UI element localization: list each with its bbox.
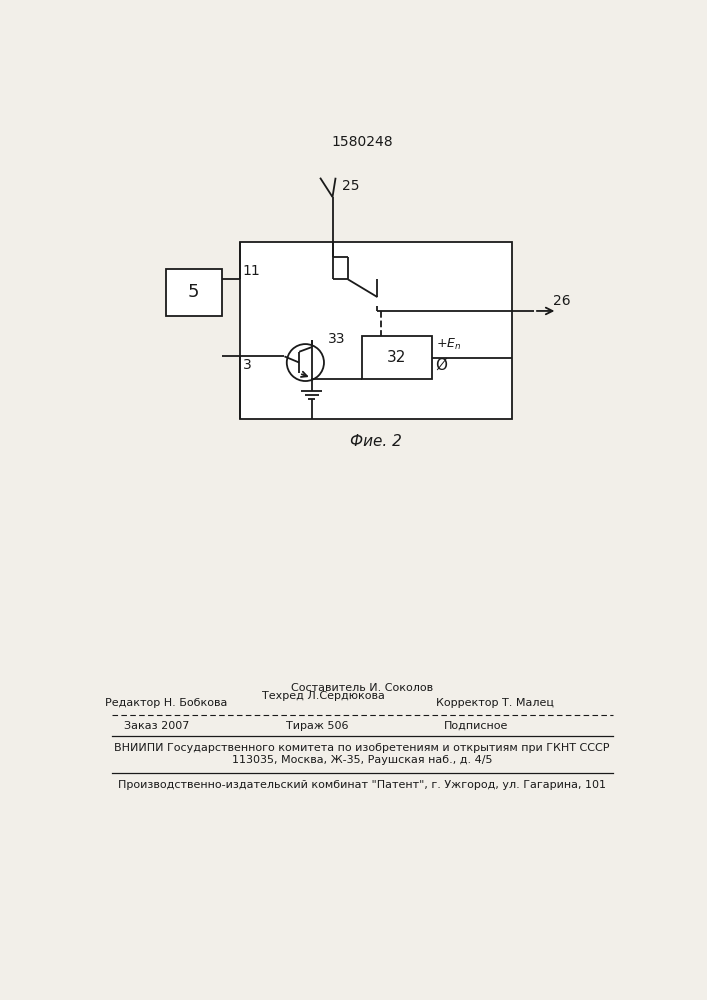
Text: 113035, Москва, Ж-35, Раушская наб., д. 4/5: 113035, Москва, Ж-35, Раушская наб., д. …: [232, 755, 492, 765]
Text: Производственно-издательский комбинат "Патент", г. Ужгород, ул. Гагарина, 101: Производственно-издательский комбинат "П…: [118, 780, 606, 790]
Text: Тираж 506: Тираж 506: [286, 721, 349, 731]
Text: 33: 33: [328, 332, 345, 346]
Text: Техред Л.Сердюкова: Техред Л.Сердюкова: [262, 691, 385, 701]
Text: 32: 32: [387, 350, 407, 365]
Text: 1580248: 1580248: [331, 135, 393, 149]
Text: Ø: Ø: [436, 357, 448, 372]
Text: +$E_n$: +$E_n$: [436, 337, 461, 352]
Text: 26: 26: [553, 294, 571, 308]
Text: 3: 3: [243, 358, 252, 372]
Text: Редактор Н. Бобкова: Редактор Н. Бобкова: [105, 698, 227, 708]
Text: Корректор Т. Малец: Корректор Т. Малец: [436, 698, 554, 708]
Text: Подписное: Подписное: [444, 721, 508, 731]
Text: Фие. 2: Фие. 2: [351, 434, 402, 449]
Text: 5: 5: [188, 283, 199, 301]
Bar: [166, 269, 222, 316]
Text: Заказ 2007: Заказ 2007: [124, 721, 189, 731]
Text: 11: 11: [243, 264, 260, 278]
Text: 25: 25: [341, 179, 359, 193]
Text: ВНИИПИ Государственного комитета по изобретениям и открытиям при ГКНТ СССР: ВНИИПИ Государственного комитета по изоб…: [115, 743, 609, 753]
Text: Составитель И. Соколов: Составитель И. Соколов: [291, 683, 433, 693]
Bar: [240, 242, 513, 419]
Bar: [362, 336, 432, 379]
